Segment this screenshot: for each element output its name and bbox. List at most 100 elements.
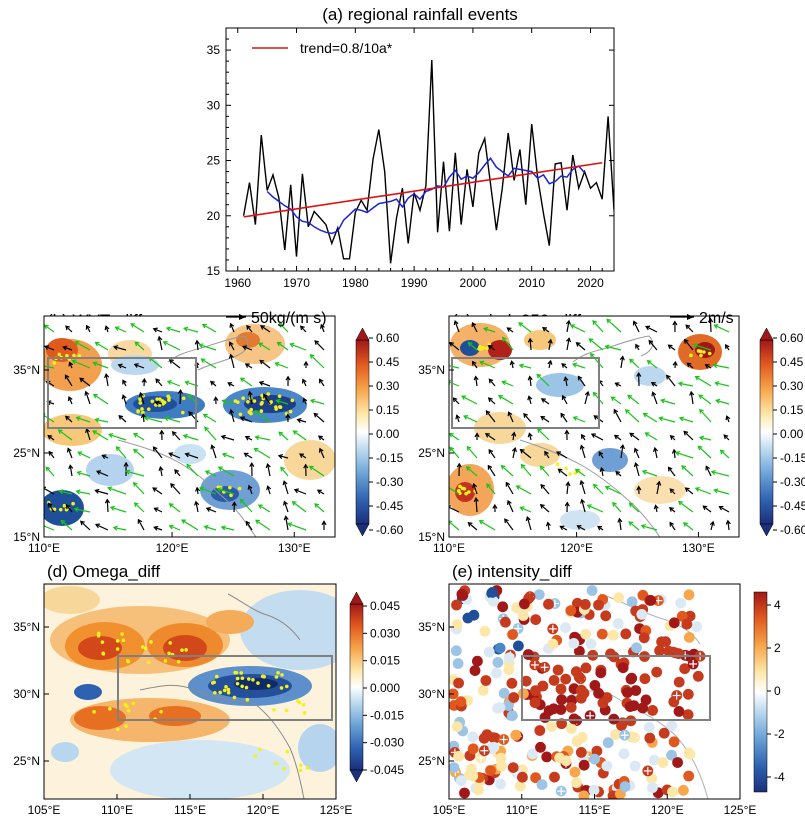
station-marker <box>453 750 465 762</box>
wind-vector <box>267 463 271 477</box>
station-marker <box>573 671 585 683</box>
wind-vector <box>205 470 217 477</box>
significance-dot <box>485 346 489 351</box>
wind-vector <box>625 409 640 423</box>
wind-vector <box>185 453 199 459</box>
station-marker <box>503 664 515 676</box>
wind-vector <box>580 480 586 495</box>
wind-vector <box>449 342 460 351</box>
wind-vector <box>709 318 712 333</box>
wind-vector <box>516 485 532 495</box>
wind-vector <box>245 363 253 369</box>
wind-vector <box>245 436 253 441</box>
panel-c-ytick-label: 15°N <box>418 530 445 544</box>
panel-e-ytick-label: 35°N <box>418 620 445 634</box>
panel-a-plot <box>242 59 614 264</box>
significance-dot <box>65 353 69 358</box>
wind-vector <box>620 445 624 459</box>
significance-dot <box>126 708 131 713</box>
wind-vector <box>106 499 109 513</box>
wind-vector <box>488 449 496 459</box>
wind-vector <box>483 327 496 333</box>
panel-b-colorbar-label: -0.30 <box>376 475 404 489</box>
significance-dot <box>140 407 144 411</box>
significance-dot <box>176 659 181 664</box>
wind-vector <box>116 446 127 459</box>
station-marker <box>667 786 678 798</box>
significance-dot <box>464 491 468 496</box>
station-marker <box>520 675 532 687</box>
station-marker <box>569 766 581 778</box>
wind-vector <box>588 338 604 351</box>
wind-vector <box>259 359 271 369</box>
wind-vector <box>529 376 532 387</box>
wind-vector <box>711 471 730 477</box>
wind-vector <box>654 447 658 459</box>
wind-vector <box>449 433 460 441</box>
station-marker <box>487 587 498 598</box>
significance-dot <box>261 396 266 401</box>
panel-b-xtick-label: 130°E <box>278 541 311 555</box>
wind-vector <box>634 462 640 477</box>
wind-vector <box>512 448 516 459</box>
wind-vector <box>600 467 604 477</box>
wind-vector <box>67 448 73 459</box>
wind-vector <box>645 326 658 333</box>
wind-vector <box>167 380 181 387</box>
wind-vector <box>154 507 163 513</box>
significance-dot <box>296 699 300 703</box>
panel-d-colorbar-label: 0.000 <box>370 681 400 695</box>
panel-b-colorbar-label: -0.45 <box>376 499 404 513</box>
wind-vector <box>715 382 730 387</box>
panel-d-colorbar-ticks: 0.045 0.030 0.015 0.000 -0.015 -0.030 -0.045 <box>363 599 404 777</box>
wind-vector <box>628 521 640 531</box>
wind-vector <box>698 394 712 405</box>
wind-vector <box>486 483 496 495</box>
significance-dot <box>131 701 136 706</box>
wind-vector <box>240 499 253 513</box>
wind-vector <box>606 318 622 333</box>
significance-dot <box>251 678 255 682</box>
wind-vector <box>292 501 307 513</box>
wind-vector <box>204 525 217 531</box>
wind-vector <box>137 519 145 531</box>
station-marker <box>683 770 695 782</box>
wind-vector <box>320 324 325 333</box>
significance-dot <box>229 493 233 498</box>
panel-b-colorbar-label: 0.60 <box>376 331 400 345</box>
panel-a-axes: 1960 1970 1980 1990 2000 2010 2020 15 20 25 30 35 <box>207 27 615 290</box>
wind-vector <box>518 322 532 333</box>
wind-vector <box>134 363 145 369</box>
wind-vector <box>65 504 73 513</box>
wind-vector <box>203 414 217 423</box>
panel-c-colorbar-label: 0.60 <box>780 331 804 345</box>
wind-vector <box>276 399 289 405</box>
significance-dot <box>235 676 240 681</box>
wind-vector <box>488 345 496 351</box>
wind-vector <box>142 414 145 423</box>
panel-a-frame <box>225 27 615 272</box>
station-marker <box>536 779 548 790</box>
station-marker <box>684 748 696 760</box>
station-marker <box>479 625 491 637</box>
panel-c-axes: 110°E 120°E 130°E 15°N 25°N 35°N <box>418 363 715 555</box>
significance-dot <box>161 401 165 406</box>
panel-d-colorbar-label: 0.030 <box>370 626 400 640</box>
significance-dot <box>256 681 260 685</box>
wind-vector <box>566 482 569 495</box>
panel-b-vector-key: 50kg/(m s) <box>251 310 327 327</box>
wind-vector <box>244 452 253 459</box>
wind-vector <box>222 400 235 405</box>
panel-e-coastline <box>559 690 709 799</box>
wind-vector <box>174 469 181 477</box>
wind-vector <box>498 395 514 405</box>
significance-dot <box>52 361 57 365</box>
wind-vector <box>254 410 271 423</box>
station-marker <box>626 596 638 608</box>
wind-vector <box>310 399 325 405</box>
wind-vector <box>48 451 55 459</box>
station-marker <box>462 612 474 624</box>
wind-vector <box>134 341 145 351</box>
station-marker <box>450 645 462 657</box>
panel-b-xtick-label: 120°E <box>156 541 189 555</box>
